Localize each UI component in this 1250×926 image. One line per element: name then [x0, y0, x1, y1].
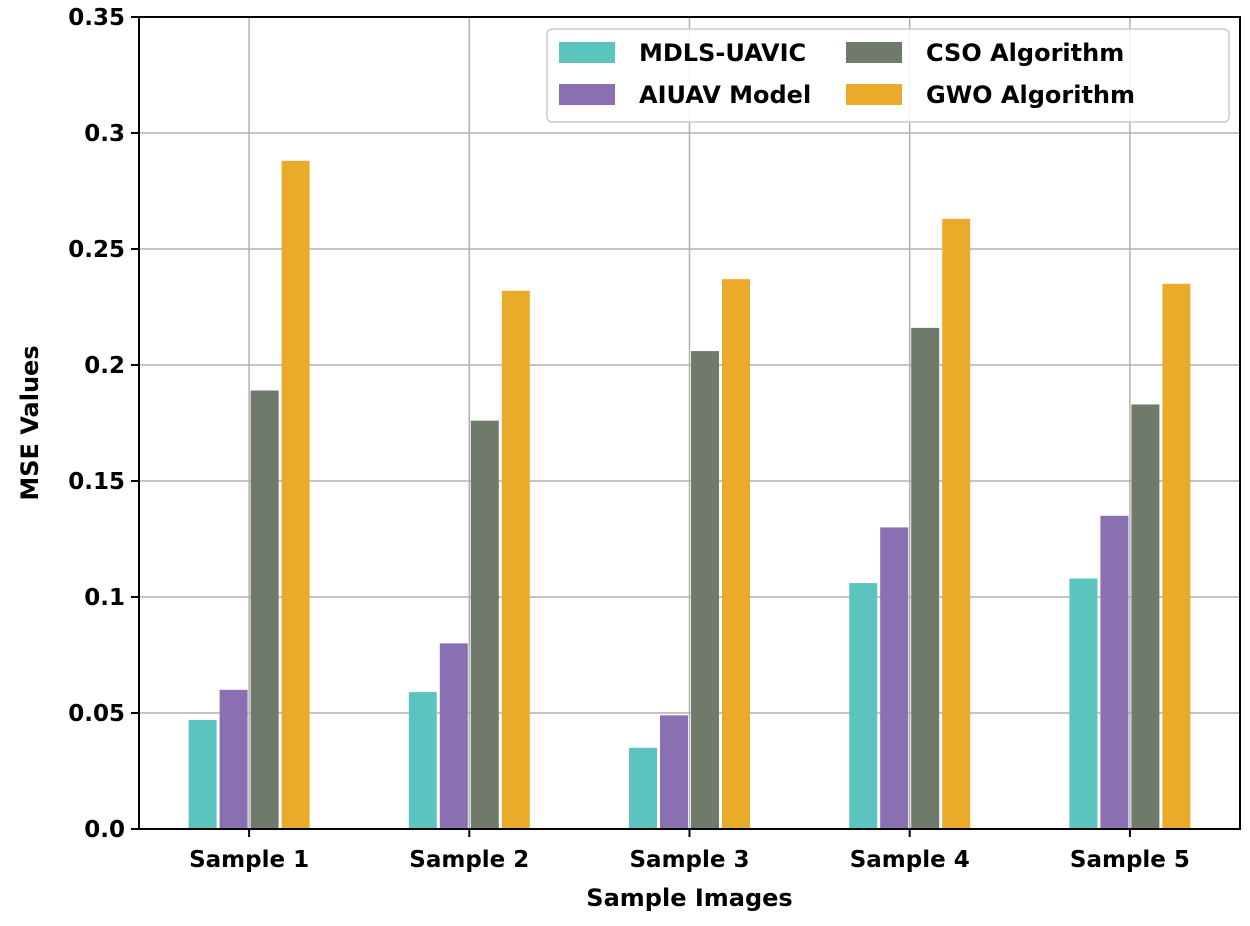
legend-box: [546, 28, 1230, 123]
y-tick-label: 0.15: [68, 469, 125, 495]
y-tick-label: 0.3: [84, 121, 125, 147]
x-tick-label: Sample 4: [850, 847, 970, 873]
grid-layer: [139, 16, 1240, 830]
legend-swatch: [846, 84, 902, 105]
x-tick-label: Sample 2: [409, 847, 529, 873]
bar-mdls-uavic-5: [1069, 578, 1098, 829]
bar-aiuav-model-2: [439, 643, 468, 829]
bar-cso-algorithm-5: [1131, 404, 1160, 829]
legend-swatch: [559, 42, 615, 63]
bar-aiuav-model-4: [880, 527, 909, 829]
x-tick-label: Sample 5: [1070, 847, 1190, 873]
bars-layer: [188, 160, 1191, 830]
x-axis-label: Sample Images: [586, 884, 792, 912]
bar-aiuav-model-5: [1100, 515, 1129, 829]
bar-cso-algorithm-2: [470, 420, 499, 829]
bar-aiuav-model-1: [219, 689, 248, 829]
legend-label: AIUAV Model: [639, 81, 811, 109]
y-tick-label: 0.2: [84, 353, 125, 379]
bar-gwo-algorithm-1: [281, 160, 310, 830]
legend-label: CSO Algorithm: [926, 39, 1124, 67]
y-tick-label: 0.05: [68, 701, 125, 727]
y-tick-label: 0.35: [68, 5, 125, 31]
bar-cso-algorithm-1: [250, 390, 279, 829]
y-axis-label: MSE Values: [16, 345, 44, 500]
y-axis-ticks: 0.0 0.05 0.1 0.15 0.2 0.25 0.3 0.35: [68, 5, 139, 843]
y-tick-label: 0.25: [68, 237, 125, 263]
x-tick-label: Sample 1: [189, 847, 309, 873]
bar-gwo-algorithm-4: [942, 218, 971, 830]
bar-aiuav-model-3: [660, 715, 688, 829]
bar-gwo-algorithm-2: [501, 290, 530, 829]
legend-label: MDLS-UAVIC: [639, 39, 806, 67]
bar-gwo-algorithm-3: [722, 279, 750, 829]
legend: MDLS-UAVIC AIUAV Model CSO Algorithm GWO Al…: [546, 28, 1230, 123]
bar-cso-algorithm-4: [911, 327, 940, 829]
legend-swatch: [559, 84, 615, 105]
x-axis-ticks: Sample 1 Sample 2 Sample 3 Sample 4 Sample 5: [189, 829, 1190, 873]
legend-label: GWO Algorithm: [926, 81, 1135, 109]
y-tick-label: 0.1: [84, 585, 125, 611]
bar-mdls-uavic-2: [408, 692, 437, 829]
bar-mdls-uavic-4: [849, 583, 878, 829]
legend-swatch: [846, 42, 902, 63]
bar-mdls-uavic-1: [188, 719, 217, 829]
bar-gwo-algorithm-5: [1162, 283, 1191, 829]
bar-cso-algorithm-3: [691, 351, 719, 829]
bar-mdls-uavic-3: [629, 747, 657, 829]
x-tick-label: Sample 3: [629, 847, 749, 873]
y-tick-label: 0.0: [84, 817, 125, 843]
